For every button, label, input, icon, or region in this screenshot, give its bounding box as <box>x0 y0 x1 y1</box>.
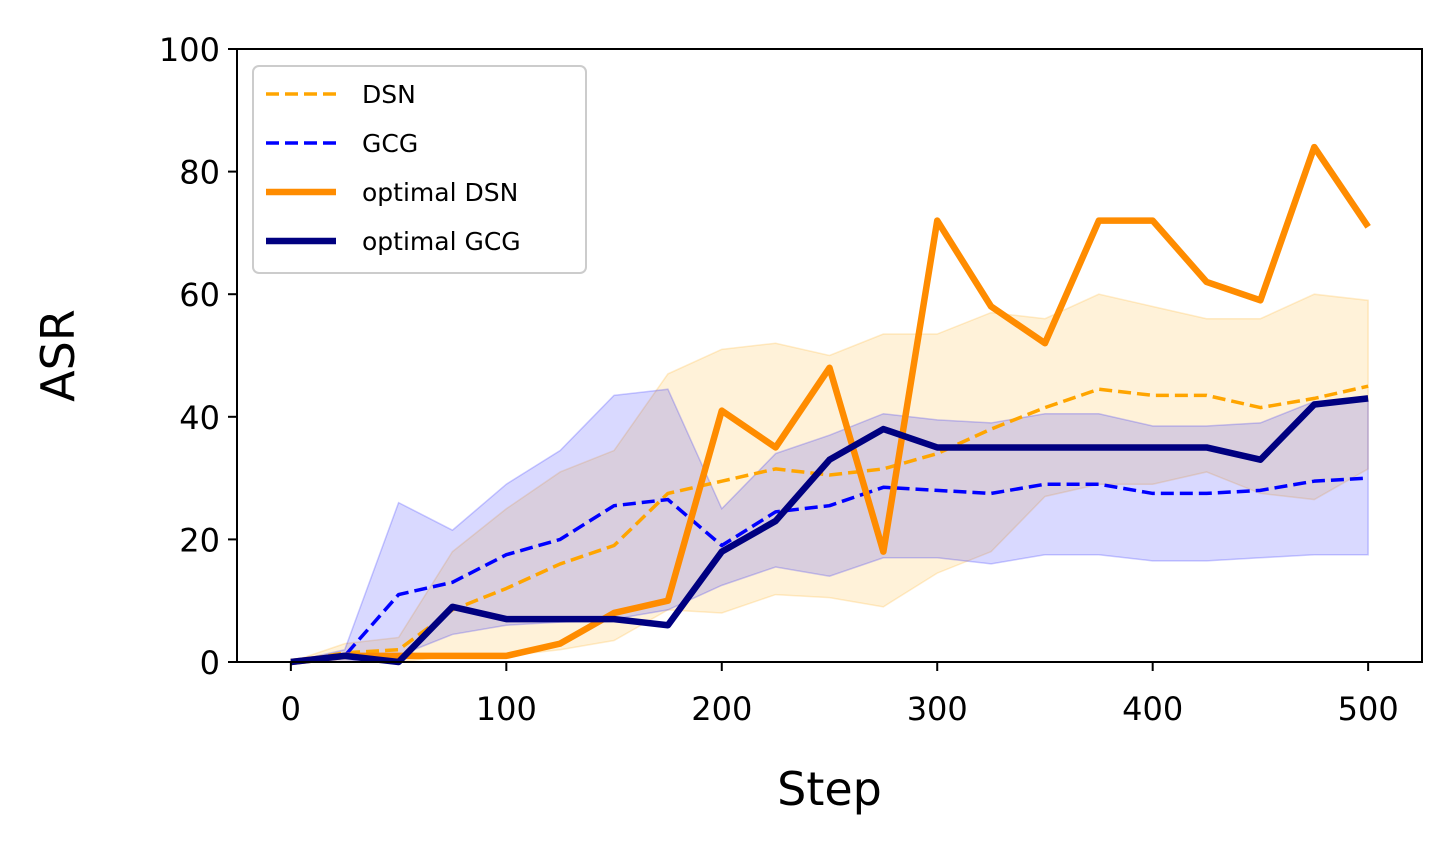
y-tick-label: 20 <box>179 521 220 559</box>
series-lines <box>290 143 1371 666</box>
x-tick-label: 0 <box>281 690 301 728</box>
legend-label-optimal-gcg: optimal GCG <box>362 227 521 256</box>
optimal-gcg-line <box>290 395 1369 666</box>
legend: DSN GCG optimal DSN optimal GCG <box>252 65 587 274</box>
dsn-band <box>290 293 1369 663</box>
y-axis-title: ASR <box>31 309 85 402</box>
y-tick-label: 0 <box>200 644 220 682</box>
y-tick-label: 40 <box>179 399 220 437</box>
optimal-dsn-line <box>290 143 1371 666</box>
dsn-line <box>290 384 1369 664</box>
x-axis-title: Step <box>777 762 882 816</box>
x-axis: 0 100 200 300 400 500 <box>281 662 1399 728</box>
y-tick-label: 60 <box>179 276 220 314</box>
x-tick-label: 200 <box>691 690 752 728</box>
legend-label-gcg: GCG <box>362 129 418 158</box>
y-tick-label: 100 <box>159 31 220 69</box>
x-tick-label: 400 <box>1122 690 1183 728</box>
gcg-line <box>290 476 1369 664</box>
x-tick-label: 500 <box>1338 690 1399 728</box>
confidence-bands <box>290 293 1369 663</box>
x-tick-label: 300 <box>907 690 968 728</box>
legend-label-dsn: DSN <box>362 80 416 109</box>
plot-frame <box>236 48 1423 663</box>
legend-box <box>252 65 587 274</box>
x-tick-label: 100 <box>476 690 537 728</box>
gcg-band <box>290 388 1369 663</box>
y-tick-label: 80 <box>179 154 220 192</box>
legend-label-optimal-dsn: optimal DSN <box>362 178 518 207</box>
y-axis: 0 20 40 60 80 100 <box>159 31 237 682</box>
